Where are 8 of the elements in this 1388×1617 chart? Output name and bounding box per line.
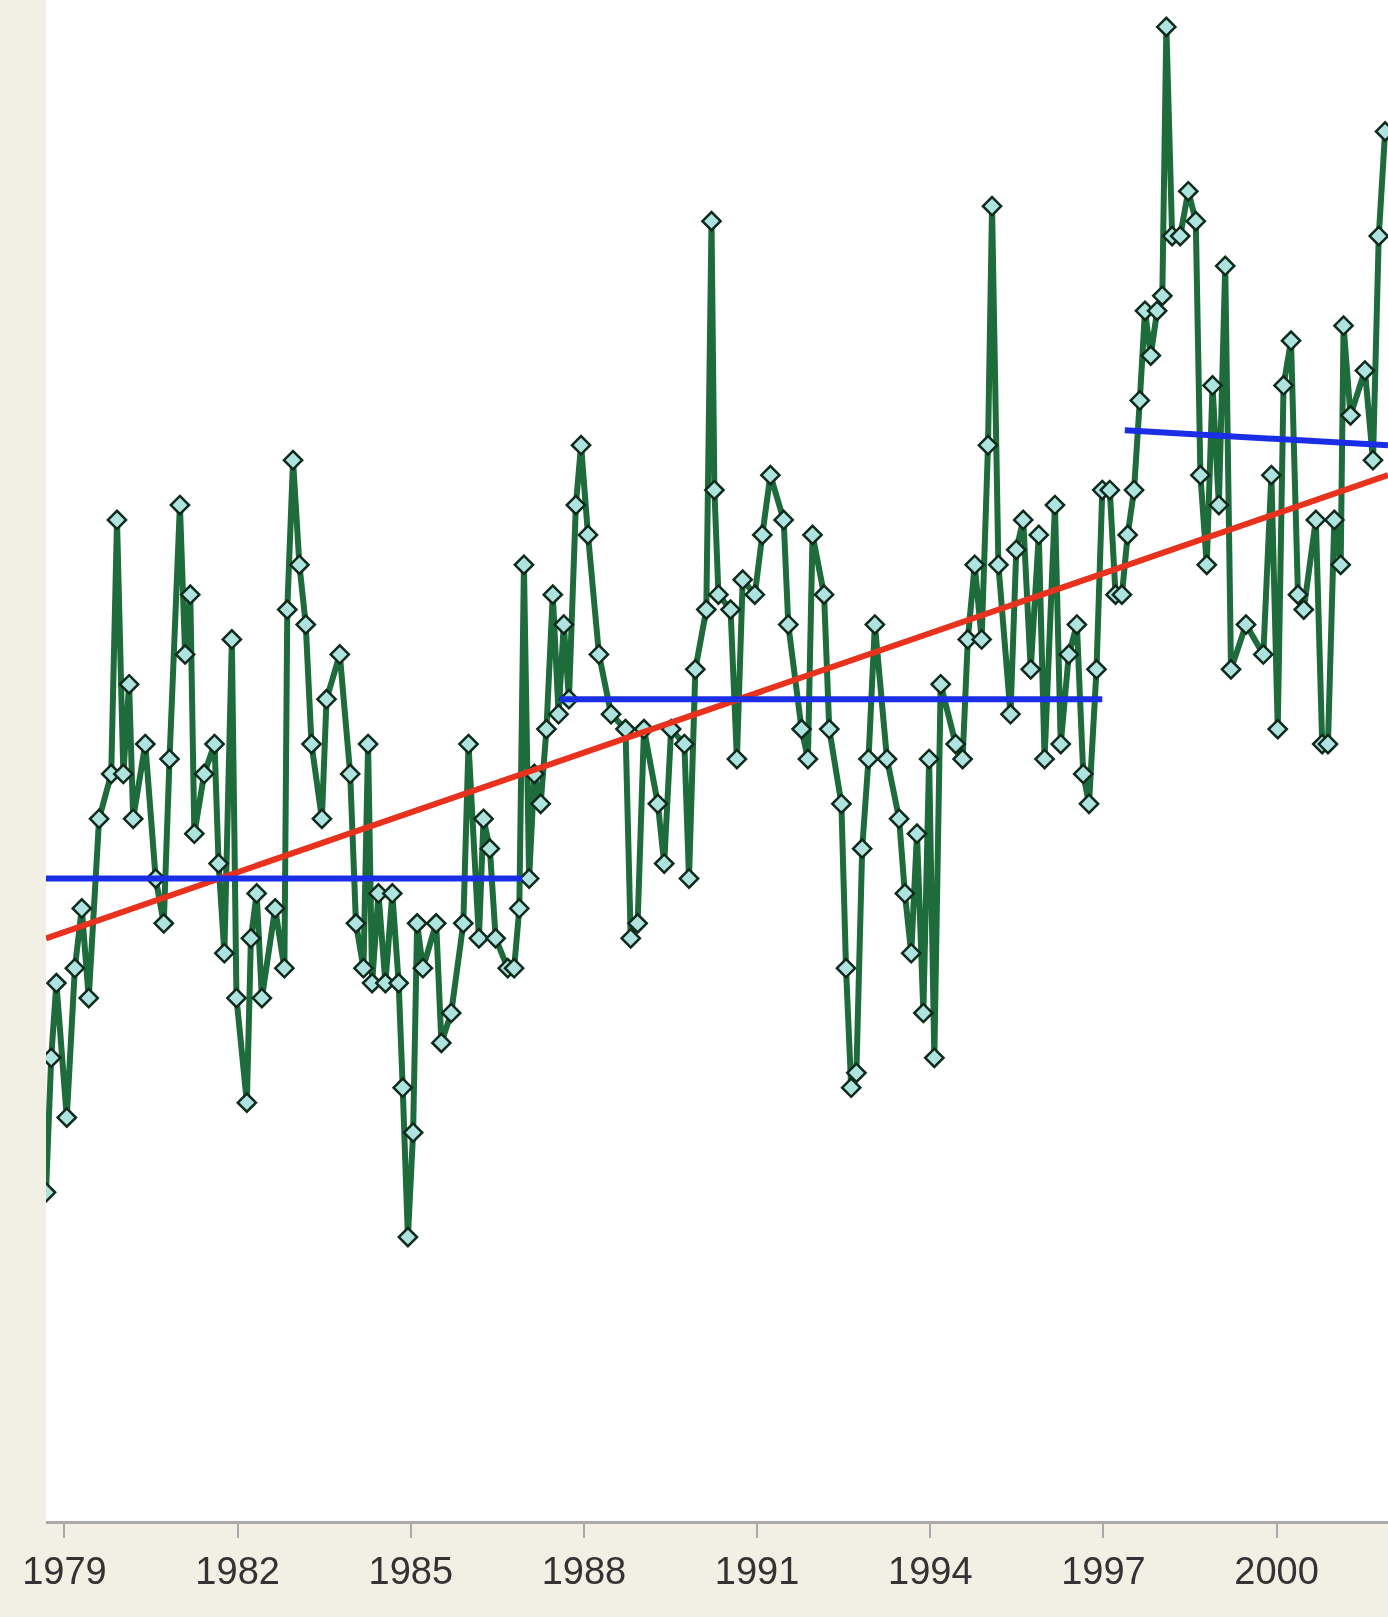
x-tick-label: 1985 [368,1549,454,1592]
x-tick-label: 1988 [541,1549,627,1592]
x-tick-label: 1982 [195,1549,280,1592]
x-tick-label: 2000 [1234,1549,1319,1592]
x-tick-label: 1994 [888,1549,973,1592]
x-tick-label: 1991 [714,1549,800,1592]
x-tick-label: 1979 [22,1549,107,1592]
x-tick-label: 1997 [1061,1549,1146,1592]
